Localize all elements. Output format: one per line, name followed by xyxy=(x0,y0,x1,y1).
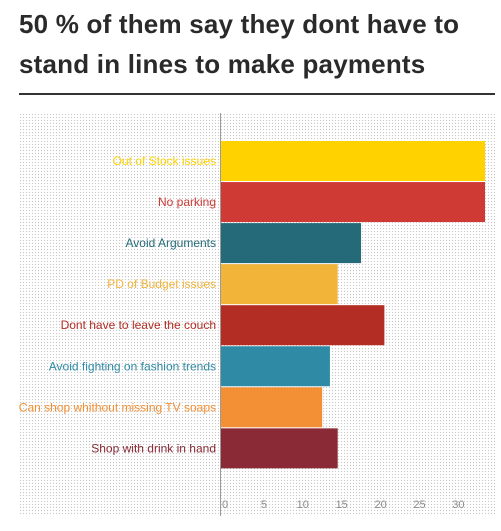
chart-title: 50 % of them say they dont have to stand… xyxy=(19,9,460,79)
bar xyxy=(221,305,385,346)
bar xyxy=(221,346,330,387)
bar xyxy=(221,387,323,428)
x-tick-label: 25 xyxy=(413,499,425,511)
category-label: Dont have to leave the couch xyxy=(61,318,216,332)
x-tick-label: 20 xyxy=(374,499,386,511)
category-label: Avoid fighting on fashion trends xyxy=(49,359,216,373)
category-label: Shop with drink in hand xyxy=(91,441,216,455)
bar xyxy=(221,428,338,469)
bar xyxy=(221,223,362,264)
x-tick-label: 30 xyxy=(452,499,464,511)
x-tick-label: 5 xyxy=(261,499,267,511)
x-tick-label: 10 xyxy=(297,499,309,511)
bar xyxy=(221,264,338,305)
category-label: Out of Stock issues xyxy=(113,154,216,168)
bar xyxy=(221,141,485,181)
category-label: PD of Budget issues xyxy=(107,277,216,291)
x-tick-label: 0 xyxy=(222,499,228,511)
x-tick-label: 15 xyxy=(336,499,348,511)
category-label: No parking xyxy=(158,195,216,209)
category-label: Avoid Arguments xyxy=(126,236,217,250)
title-divider xyxy=(19,93,495,95)
category-label: Can shop whithout missing TV soaps xyxy=(19,400,216,414)
bar xyxy=(221,182,485,223)
